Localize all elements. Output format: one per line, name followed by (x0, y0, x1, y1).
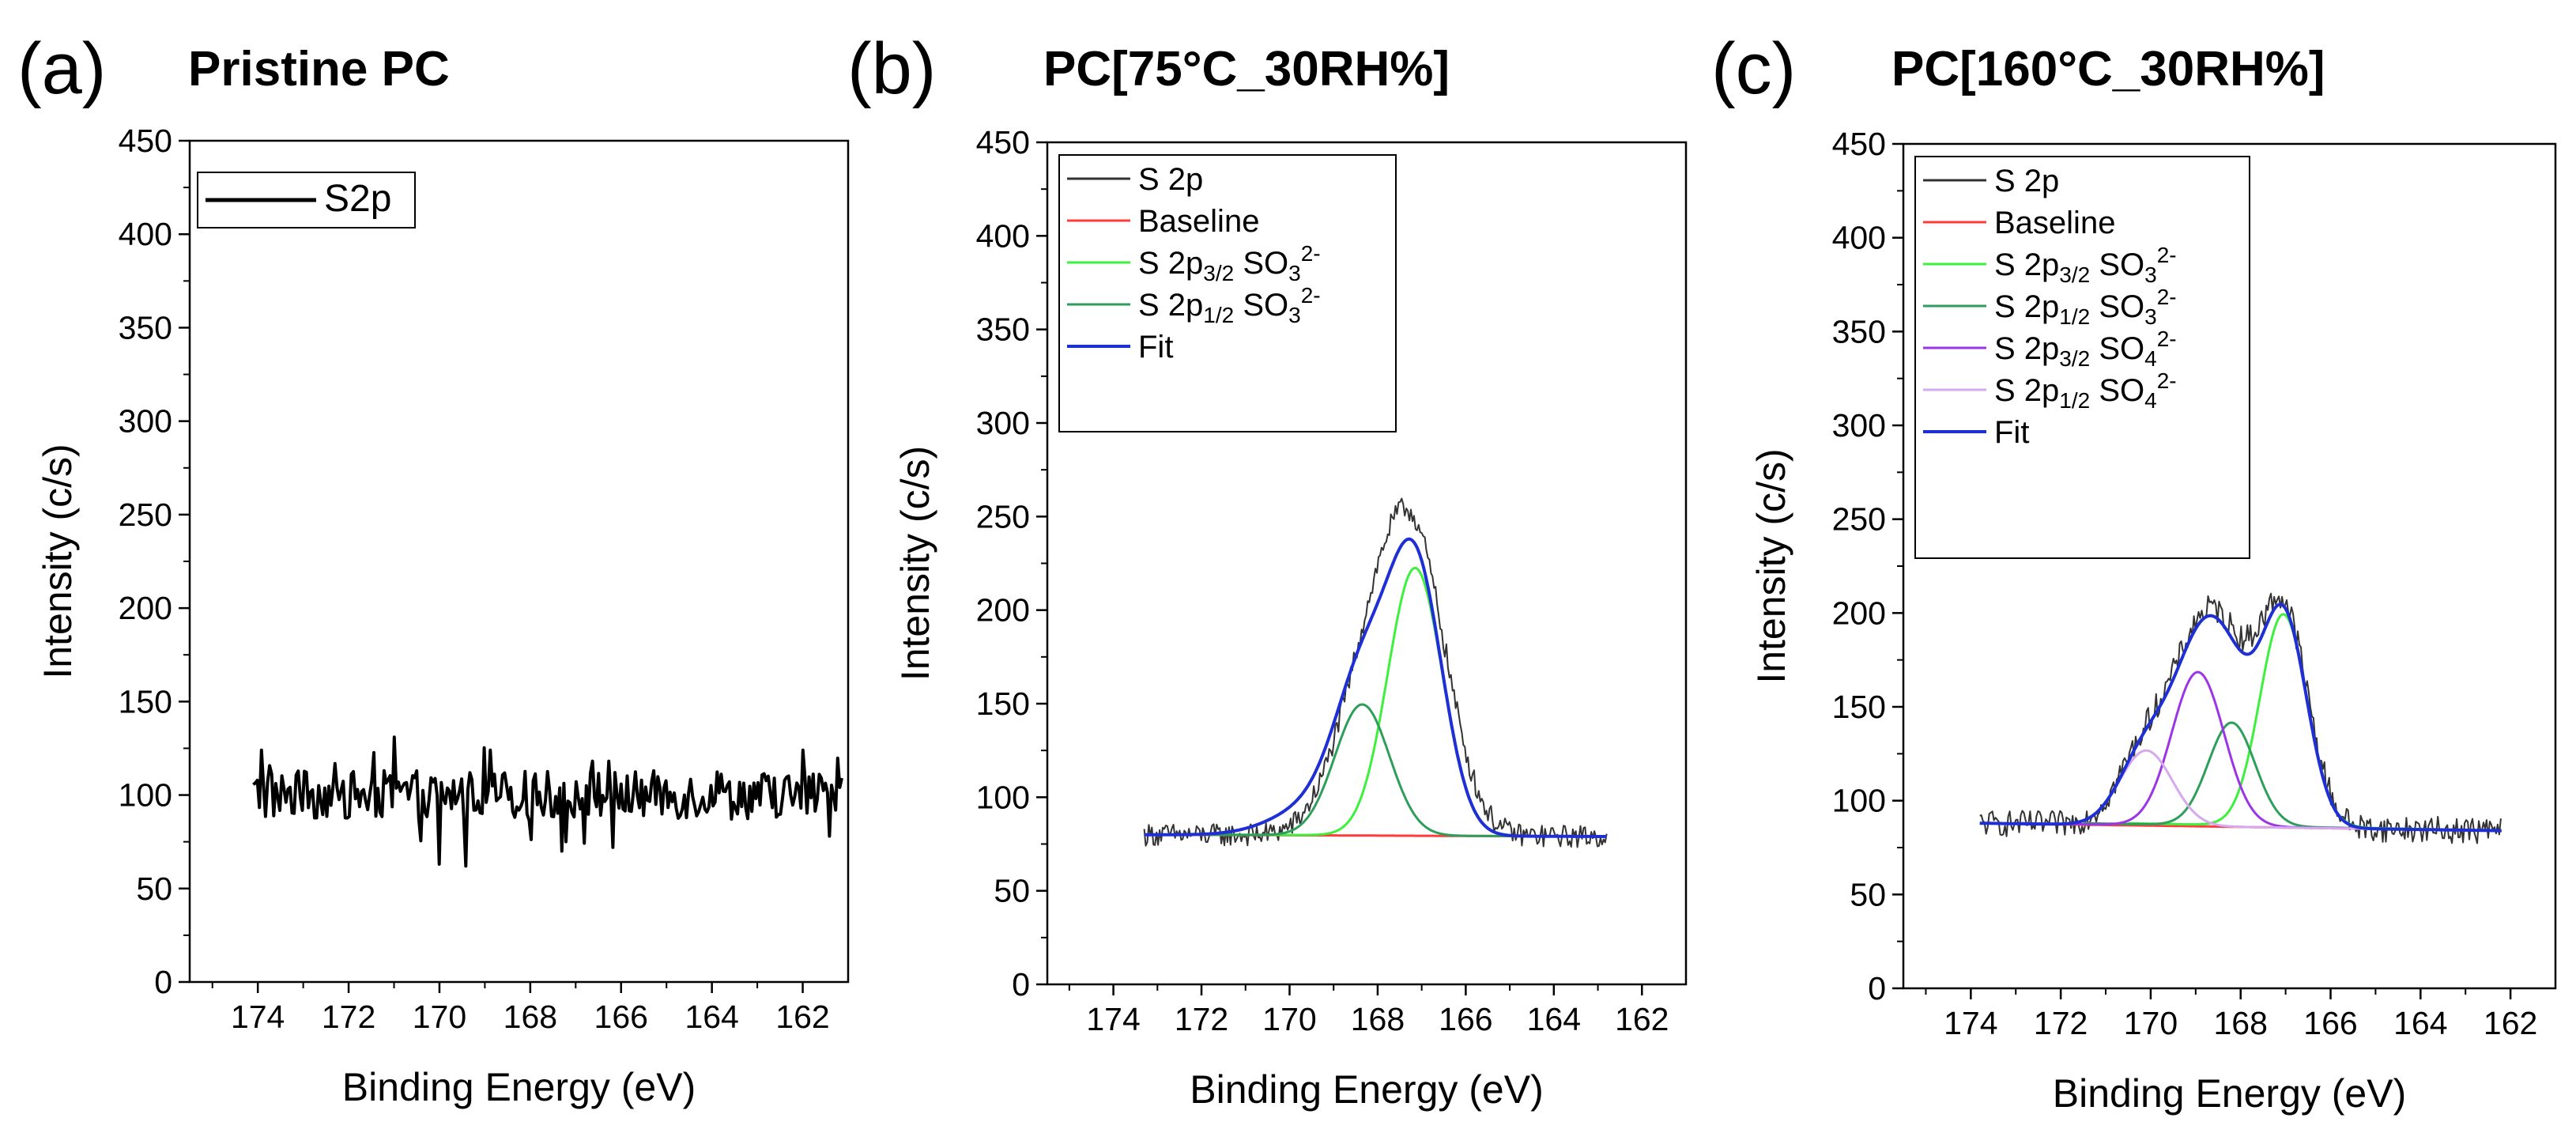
x-tick-label: 168 (1351, 1001, 1405, 1037)
series-group (252, 735, 843, 868)
y-axis-label: Intensity (c/s) (36, 444, 80, 678)
x-tick-label: 162 (1615, 1001, 1669, 1037)
series-line (2015, 670, 2502, 833)
y-tick-label: 200 (976, 592, 1030, 629)
y-tick-label: 450 (1832, 126, 1886, 162)
x-tick-label: 166 (2303, 1005, 2357, 1041)
series-line (252, 735, 843, 868)
x-axis-label: Binding Energy (eV) (342, 1065, 696, 1109)
y-tick-label: 400 (976, 217, 1030, 254)
panel-title: Pristine PC (188, 42, 450, 96)
legend-entry: Baseline (1994, 206, 2115, 240)
x-tick-label: 166 (594, 999, 648, 1035)
series-group (1978, 592, 2502, 844)
x-tick-label: 162 (775, 999, 829, 1035)
x-tick-label: 174 (1086, 1001, 1140, 1037)
x-axis-label: Binding Energy (eV) (1190, 1067, 1543, 1112)
series-line (1979, 592, 2502, 844)
panel-b: (b) PC[75°C_30RH%] 0 50 100 150 200 250 300 350 40… (847, 28, 1688, 1112)
y-tick-label: 300 (976, 405, 1030, 441)
y-tick-label: 250 (976, 498, 1030, 534)
panel-title: PC[160°C_30RH%] (1891, 42, 2325, 96)
panel-title: PC[75°C_30RH%] (1043, 42, 1450, 96)
y-tick-label: 350 (1832, 313, 1886, 349)
y-tick-label: 0 (154, 964, 172, 1000)
x-tick-label: 168 (2214, 1005, 2268, 1041)
legend-entry: Fit (1138, 330, 1173, 364)
panel-label: (a) (17, 28, 106, 109)
series-line (1143, 537, 1608, 838)
legend-entry: S2p (324, 178, 391, 220)
legend-entry: S 2p1/2 SO42- (1994, 368, 2177, 413)
y-tick-label: 150 (976, 685, 1030, 722)
y-tick-label: 50 (1850, 876, 1886, 912)
series-line (1143, 497, 1608, 848)
legend-entry: Fit (1994, 415, 2029, 450)
x-tick-label: 172 (1175, 1001, 1228, 1037)
legend-box (1058, 154, 1397, 432)
panel-label: (c) (1711, 28, 1796, 109)
legend-box (1914, 156, 2250, 559)
y-tick-label: 250 (1832, 501, 1886, 538)
y-axis-label: Intensity (c/s) (1749, 448, 1793, 683)
legend-entry: S 2p3/2 SO42- (1994, 327, 2177, 371)
x-tick-label: 170 (1262, 1001, 1316, 1037)
y-tick-label: 50 (136, 871, 172, 907)
y-tick-label: 400 (1832, 220, 1886, 256)
y-tick-label: 200 (1832, 595, 1886, 631)
series-line (1978, 602, 2502, 833)
x-tick-label: 164 (2393, 1005, 2447, 1041)
y-axis-label: Intensity (c/s) (893, 446, 937, 681)
y-tick-label: 350 (119, 309, 172, 346)
panel-label: (b) (847, 28, 936, 109)
y-tick-label: 350 (976, 312, 1030, 348)
y-tick-label: 0 (1012, 966, 1030, 1003)
y-tick-label: 450 (976, 124, 1030, 161)
x-tick-label: 166 (1439, 1001, 1492, 1037)
series-line (1223, 567, 1608, 838)
legend-entry: S 2p1/2 SO32- (1994, 285, 2177, 329)
y-tick-label: 400 (119, 216, 172, 252)
x-tick-label: 172 (322, 999, 375, 1035)
legend-entry: S 2p3/2 SO32- (1138, 241, 1321, 285)
panel-c: (c) PC[160°C_30RH%] 0 50 100 150 200 250 300 350 4… (1711, 28, 2557, 1116)
y-tick-label: 450 (119, 123, 172, 159)
x-tick-label: 164 (685, 999, 738, 1035)
y-tick-label: 100 (119, 777, 172, 814)
y-tick-label: 50 (994, 873, 1030, 909)
panel-a: (a) Pristine PC 0 50 100 150 200 250 300 350 400 45… (17, 28, 850, 1109)
legend: S2p (197, 172, 416, 228)
x-tick-label: 172 (2034, 1005, 2088, 1041)
legend-entry: S 2p3/2 SO32- (1994, 243, 2177, 287)
y-tick-label: 300 (1832, 407, 1886, 444)
y-tick-label: 0 (1868, 970, 1886, 1006)
x-axis-label: Binding Energy (eV) (2053, 1071, 2406, 1116)
y-tick-label: 100 (1832, 783, 1886, 819)
y-tick-label: 150 (1832, 689, 1886, 725)
x-tick-label: 174 (1944, 1005, 1997, 1041)
x-tick-label: 174 (231, 999, 285, 1035)
x-tick-label: 168 (504, 999, 557, 1035)
y-tick-label: 150 (119, 683, 172, 719)
legend-entry: S 2p (1138, 162, 1203, 197)
legend-entry: S 2p1/2 SO32- (1138, 283, 1321, 327)
y-tick-label: 200 (119, 590, 172, 626)
x-tick-label: 164 (1527, 1001, 1581, 1037)
legend-entry: S 2p (1994, 164, 2059, 198)
y-tick-label: 100 (976, 779, 1030, 815)
y-tick-label: 300 (119, 403, 172, 440)
x-tick-label: 162 (2484, 1005, 2537, 1041)
x-tick-label: 170 (413, 999, 466, 1035)
plot-frame (188, 139, 850, 984)
x-tick-label: 170 (2124, 1005, 2178, 1041)
legend-entry: Baseline (1138, 204, 1259, 239)
series-line (2083, 721, 2502, 833)
y-tick-label: 250 (119, 497, 172, 533)
series-line (1179, 703, 1608, 838)
series-group (1143, 497, 1608, 848)
